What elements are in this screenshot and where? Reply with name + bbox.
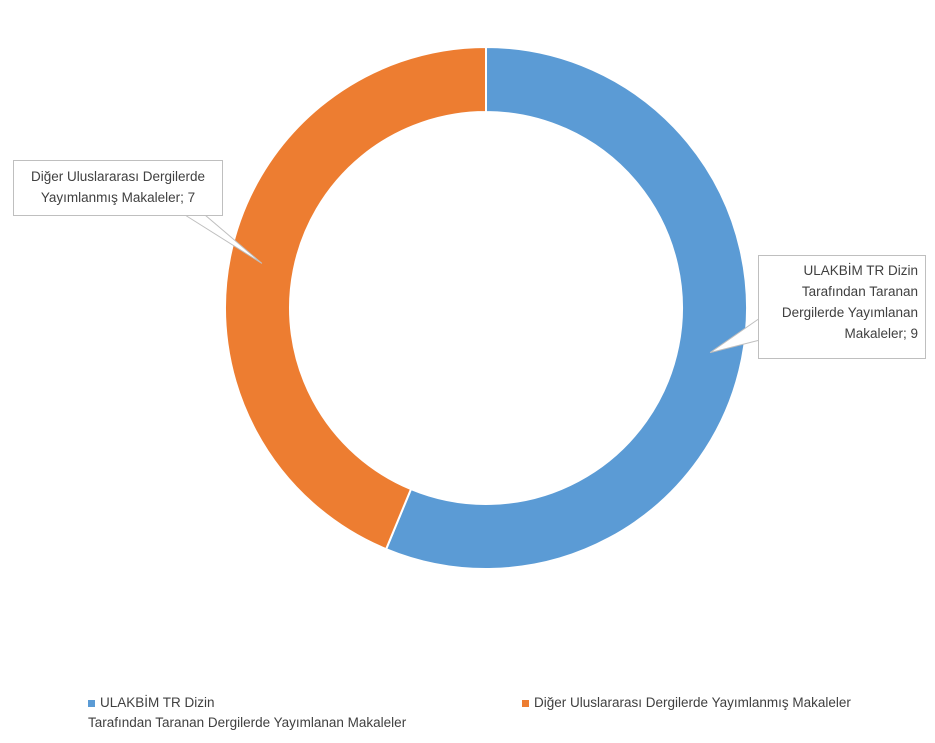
- data-label-ulakbim-line-2: Tarafından Taranan: [801, 284, 918, 299]
- donut-slice-diger: [224, 45, 487, 551]
- data-label-ulakbim: ULAKBİM TR Dizin Tarafından Taranan Derg…: [758, 255, 926, 359]
- legend-swatch-diger: [522, 700, 529, 707]
- legend-entry-diger: Diğer Uluslararası Dergilerde Yayımlanmı…: [522, 693, 922, 713]
- legend-label-diger: Diğer Uluslararası Dergilerde Yayımlanmı…: [534, 695, 851, 710]
- data-label-ulakbim-line-4: Makaleler; 9: [844, 326, 918, 341]
- data-label-diger: Diğer Uluslararası Dergilerde Yayımlanmı…: [13, 160, 223, 216]
- legend-label-ulakbim-line-2: Tarafından Taranan Dergilerde Yayımlanan…: [88, 715, 407, 730]
- data-label-diger-line-2: Yayımlanmış Makaleler; 7: [40, 190, 196, 205]
- legend-swatch-ulakbim: [88, 700, 95, 707]
- legend-label-ulakbim-line-1: ULAKBİM TR Dizin: [100, 695, 215, 710]
- legend-entry-ulakbim: ULAKBİM TR Dizin Tarafından Taranan Derg…: [88, 693, 478, 733]
- data-label-diger-line-1: Diğer Uluslararası Dergilerde: [30, 169, 206, 184]
- data-label-ulakbim-line-1: ULAKBİM TR Dizin: [803, 263, 918, 278]
- donut-slice-ulakbim: [384, 45, 748, 570]
- data-label-ulakbim-line-3: Dergilerde Yayımlanan: [781, 305, 918, 320]
